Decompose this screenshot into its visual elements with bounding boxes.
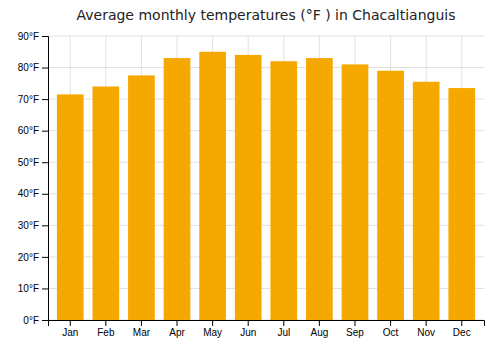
x-tick: Feb: [97, 320, 115, 338]
y-tick-mark: [42, 36, 48, 37]
x-tick: Jul: [277, 320, 290, 338]
x-tick: Apr: [169, 320, 185, 338]
x-tick: Mar: [133, 320, 151, 338]
x-tick-label: Sep: [346, 327, 364, 338]
bar: [128, 75, 155, 320]
x-tick: Jan: [62, 320, 78, 338]
grid-line-y: [48, 67, 484, 68]
bar: [199, 52, 226, 320]
x-tick-label: Jan: [62, 327, 78, 338]
x-tick: Dec: [453, 320, 471, 338]
y-tick-label: 10°F: [18, 283, 39, 294]
bar: [235, 55, 262, 320]
y-tick-mark: [42, 194, 48, 195]
y-tick-mark: [42, 225, 48, 226]
y-tick-mark: [42, 320, 48, 321]
bar: [448, 88, 475, 320]
y-axis: 0°F 10°F 20°F 30°F 40°F 50°F 60°F 70°F 80°F 90°F: [18, 31, 49, 326]
y-tick: 30°F: [18, 220, 48, 231]
x-tick-label: Apr: [169, 327, 185, 338]
x-tick-mark: [390, 320, 391, 326]
y-tick-label: 90°F: [18, 31, 39, 42]
bar: [57, 94, 84, 320]
x-tick-label: Dec: [453, 327, 471, 338]
y-tick-label: 40°F: [18, 188, 39, 199]
y-tick-label: 30°F: [18, 220, 39, 231]
x-tick-label: Jul: [277, 327, 290, 338]
y-tick: 40°F: [18, 188, 48, 199]
bar: [413, 82, 440, 320]
x-tick-mark: [141, 320, 142, 326]
x-tick-mark: [177, 320, 178, 326]
title: Average monthly temperatures (°F ) in Ch…: [76, 7, 455, 23]
x-tick: Jun: [240, 320, 256, 338]
plot: 0°F 10°F 20°F 30°F 40°F 50°F 60°F 70°F 80°F 90°F J…: [18, 31, 485, 338]
y-tick: 50°F: [18, 157, 48, 168]
y-tick: 10°F: [18, 283, 48, 294]
bar: [342, 64, 369, 320]
y-tick: 60°F: [18, 125, 48, 136]
x-tick-mark: [354, 320, 355, 326]
x-tick-label: Mar: [133, 327, 151, 338]
x-tick-label: May: [203, 327, 222, 338]
y-tick-mark: [42, 99, 48, 100]
y-tick-label: 20°F: [18, 252, 39, 263]
x-tick-mark: [248, 320, 249, 326]
y-tick-mark: [42, 68, 48, 69]
x-tick-mark: [70, 320, 71, 326]
x-tick-label: Nov: [417, 327, 435, 338]
y-tick-mark: [42, 162, 48, 163]
x-tick-label: Feb: [97, 327, 115, 338]
x-tick: Sep: [346, 320, 364, 338]
x-tick-mark: [105, 320, 106, 326]
x-tick: Oct: [383, 320, 399, 338]
y-tick: 70°F: [18, 94, 48, 105]
chart: 0°F 10°F 20°F 30°F 40°F 50°F 60°F 70°F 80°F 90°F J…: [0, 0, 500, 350]
y-tick: 90°F: [18, 31, 48, 42]
grid-line-y: [48, 36, 484, 37]
y-tick-label: 80°F: [18, 62, 39, 73]
y-tick-label: 60°F: [18, 125, 39, 136]
bar: [164, 58, 191, 320]
y-tick-label: 70°F: [18, 94, 39, 105]
y-tick-mark: [42, 131, 48, 132]
bar: [377, 71, 404, 320]
x-tick: Nov: [417, 320, 435, 338]
bar: [92, 86, 119, 320]
x-tick-label: Jun: [240, 327, 256, 338]
bars: [57, 52, 475, 320]
x-tick-mark: [319, 320, 320, 326]
grid: [48, 36, 484, 320]
y-tick-mark: [42, 288, 48, 289]
y-tick-label: 50°F: [18, 157, 39, 168]
y-tick: 0°F: [23, 315, 48, 326]
y-tick-label: 0°F: [23, 315, 39, 326]
x-tick-label: Oct: [383, 327, 399, 338]
y-tick: 20°F: [18, 252, 48, 263]
x-tick-mark: [283, 320, 284, 326]
x-tick-mark: [461, 320, 462, 326]
x-tick-label: Aug: [310, 327, 328, 338]
x-tick: Aug: [310, 320, 328, 338]
y-axis-line: [42, 37, 49, 321]
x-axis-line: [49, 321, 485, 327]
x-tick-mark: [212, 320, 213, 326]
x-tick: May: [203, 320, 222, 338]
x-axis: Jan Feb Mar Apr May Jun Jul Aug Sep Oct Nov Dec: [49, 320, 485, 338]
y-tick-mark: [42, 257, 48, 258]
x-tick-mark: [426, 320, 427, 326]
y-tick: 80°F: [18, 62, 48, 73]
bar: [270, 61, 297, 320]
bar: [306, 58, 333, 320]
